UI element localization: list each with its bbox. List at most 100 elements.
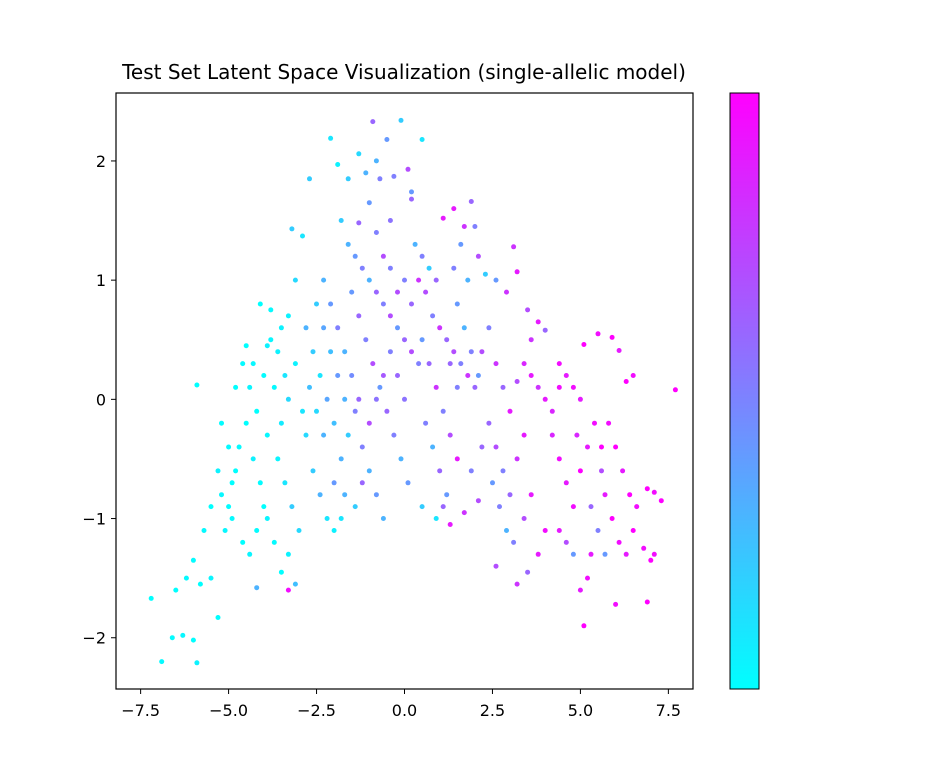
scatter-point xyxy=(331,420,337,426)
scatter-point xyxy=(609,516,615,521)
scatter-point xyxy=(528,373,534,378)
scatter-point xyxy=(215,468,221,474)
scatter-point xyxy=(303,325,309,331)
scatter-point xyxy=(500,468,506,474)
scatter-point xyxy=(384,408,390,414)
scatter-point xyxy=(384,137,390,142)
scatter-point xyxy=(331,480,337,486)
colorbar xyxy=(729,92,760,690)
scatter-point xyxy=(345,241,351,247)
scatter-point xyxy=(208,575,214,581)
scatter-point xyxy=(257,301,263,307)
scatter-point xyxy=(352,253,358,259)
scatter-point xyxy=(556,528,562,533)
scatter-point xyxy=(321,432,327,438)
scatter-point xyxy=(250,361,256,367)
scatter-point xyxy=(373,230,379,235)
x-tick-label: −5.0 xyxy=(209,701,248,720)
x-tick-label: 2.5 xyxy=(480,701,505,720)
scatter-point xyxy=(194,660,200,666)
scatter-point xyxy=(342,349,348,355)
scatter-point xyxy=(292,277,298,283)
scatter-point xyxy=(219,492,224,498)
scatter-point xyxy=(285,396,291,402)
scatter-point xyxy=(180,632,186,638)
scatter-point xyxy=(349,373,355,378)
scatter-point xyxy=(278,420,284,426)
scatter-point xyxy=(183,575,189,581)
scatter-point xyxy=(370,119,376,125)
scatter-point xyxy=(289,504,295,510)
scatter-point xyxy=(282,373,288,378)
scatter-point xyxy=(307,176,312,182)
scatter-point xyxy=(219,420,224,426)
scatter-point xyxy=(521,432,527,438)
scatter-point xyxy=(437,325,443,331)
scatter-point xyxy=(493,563,499,569)
scatter-point xyxy=(303,432,309,438)
x-tick-label: −2.5 xyxy=(297,701,336,720)
scatter-point xyxy=(437,468,443,474)
scatter-point xyxy=(542,528,548,533)
scatter-point xyxy=(409,196,414,202)
y-tick-label: −2 xyxy=(82,629,106,648)
scatter-point xyxy=(493,444,499,450)
y-tick-label: 2 xyxy=(96,152,106,171)
scatter-point xyxy=(356,396,362,402)
scatter-point xyxy=(641,545,647,551)
scatter-point xyxy=(507,492,513,498)
scatter-point xyxy=(577,468,583,474)
scatter-point xyxy=(324,396,330,402)
scatter-point xyxy=(247,551,253,557)
scatter-point xyxy=(402,396,407,402)
scatter-point xyxy=(338,516,344,521)
scatter-point xyxy=(261,373,267,378)
scatter-point xyxy=(465,277,471,283)
scatter-point xyxy=(359,480,365,486)
scatter-point xyxy=(570,504,576,510)
scatter-point xyxy=(475,498,481,504)
scatter-point xyxy=(250,456,256,462)
scatter-point xyxy=(475,253,481,259)
scatter-point xyxy=(366,200,372,206)
scatter-point xyxy=(486,420,492,426)
scatter-point xyxy=(468,468,474,474)
scatter-point xyxy=(416,277,422,283)
scatter-point xyxy=(482,271,488,277)
scatter-point xyxy=(229,480,235,486)
scatter-point xyxy=(243,420,249,426)
scatter-point xyxy=(328,349,334,355)
scatter-point xyxy=(321,277,327,283)
scatter-point xyxy=(419,253,425,259)
scatter-point xyxy=(285,313,291,319)
scatter-point xyxy=(222,528,228,533)
scatter-point xyxy=(317,373,323,378)
scatter-point xyxy=(433,516,439,521)
scatter-point xyxy=(556,456,562,462)
scatter-point xyxy=(377,384,383,390)
scatter-point xyxy=(444,492,450,498)
scatter-point xyxy=(359,444,365,450)
scatter-point xyxy=(644,599,650,605)
scatter-point xyxy=(278,325,284,331)
scatter-point xyxy=(514,379,520,384)
scatter-point xyxy=(461,224,467,229)
scatter-point xyxy=(254,585,260,591)
scatter-point xyxy=(349,289,355,295)
scatter-point xyxy=(366,420,372,426)
scatter-point xyxy=(380,373,386,378)
scatter-point xyxy=(599,444,604,450)
scatter-point xyxy=(359,265,365,271)
scatter-point xyxy=(423,289,429,295)
scatter-point xyxy=(380,253,386,259)
scatter-point xyxy=(430,313,436,319)
scatter-point xyxy=(468,349,474,355)
scatter-point xyxy=(426,361,432,367)
scatter-point xyxy=(602,492,608,498)
scatter-point xyxy=(405,166,411,172)
scatter-point xyxy=(356,220,362,226)
scatter-point xyxy=(412,241,418,247)
scatter-point xyxy=(363,170,369,176)
scatter-point xyxy=(486,325,492,331)
scatter-point xyxy=(609,334,615,340)
